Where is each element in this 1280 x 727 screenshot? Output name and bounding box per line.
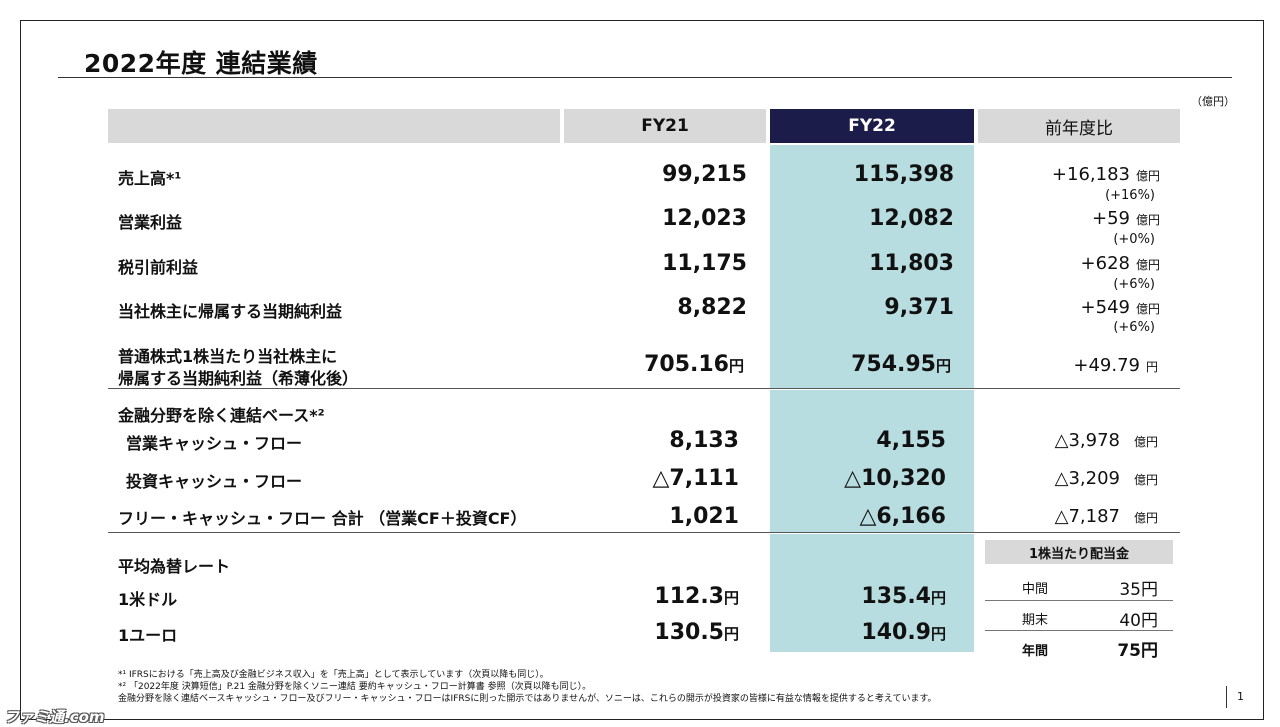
page-number-bar [1226,686,1227,708]
pretax-fy21: 11,175 [662,251,747,276]
dividend-annual-value: 75円 [1117,641,1158,661]
fx-eur-fy21: 130.5円 [654,620,739,645]
section-divider-1 [108,388,1180,389]
dividend-annual-label: 年間 [1022,644,1049,659]
cf-inv-label: 投資キャッシュ・フロー [126,472,303,491]
title-underline [58,77,1232,78]
cf-inv-yoy-unit: 億円 [1133,473,1158,487]
dividend-interim-value: 35円 [1119,580,1158,600]
row-label-pretax: 税引前利益 [118,258,199,277]
net-yoy-unit: 億円 [1135,302,1160,316]
sales-yoy: +16,183 [1051,164,1130,185]
cf-op-yoy: △3,978 [1054,430,1120,451]
dividend-rule-2 [985,630,1173,631]
cf-section-label: 金融分野を除く連結ベース*² [118,406,325,425]
pretax-yoy: +628 [1080,253,1130,274]
net-fy21: 8,822 [677,295,747,320]
fy22-highlight-1 [770,145,974,389]
sales-yoy-unit: 億円 [1135,169,1160,183]
row-label-eps-1: 普通株式1株当たり当社株主に [118,347,338,366]
cf-free-label: フリー・キャッシュ・フロー 合計 （営業CF＋投資CF） [118,509,527,528]
sales-fy22: 115,398 [853,162,954,187]
dividend-interim-label: 中間 [1022,582,1049,597]
cf-free-yoy: △7,187 [1054,506,1120,527]
footnote-1: *¹ IFRSにおける「売上高及び金融ビジネス収入」を「売上高」として表示してい… [118,670,549,680]
fx-usd-fy22: 135.4円 [861,584,946,609]
header-yoy: 前年度比 [978,109,1180,143]
eps-yoy: +49.79 [1073,355,1140,376]
cf-free-fy22: △6,166 [859,504,946,529]
row-label-sales: 売上高*¹ [118,169,182,188]
cf-op-fy21: 8,133 [669,428,739,453]
sales-fy21: 99,215 [662,162,747,187]
dividend-final-value: 40円 [1119,611,1158,631]
header-fy21: FY21 [564,109,766,143]
net-fy22: 9,371 [884,295,954,320]
footnote-2: *² 「2022年度 決算短信」P.21 金融分野を除くソニー連結 要約キャッシ… [118,682,592,692]
eps-fy21: 705.16円 [644,352,744,377]
fx-usd-fy21: 112.3円 [654,584,739,609]
row-label-op: 営業利益 [118,213,183,232]
pretax-fy22: 11,803 [869,251,954,276]
section-divider-2 [108,532,1180,533]
dividend-title: 1株当たり配当金 [985,540,1173,564]
header-blank-cell [108,109,560,143]
fy22-highlight-2 [770,390,974,532]
page-title: 2022年度 連結業績 [84,49,318,78]
fx-section-label: 平均為替レート [118,557,231,576]
watermark-logo: ファミ通.com [4,708,105,726]
footnote-3: 金融分野を除く連結ベースキャッシュ・フロー及びフリー・キャッシュ・フローはIFR… [118,694,937,704]
page-number: 1 [1237,690,1244,703]
eps-yoy-unit: 円 [1145,360,1158,374]
pretax-yoy-unit: 億円 [1135,258,1160,272]
op-yoy: +59 [1092,208,1130,229]
eps-fy22: 754.95円 [851,352,951,377]
sales-pct: (+16%) [1105,188,1155,203]
net-yoy: +549 [1080,297,1130,318]
op-fy21: 12,023 [662,206,747,231]
dividend-final-label: 期末 [1022,613,1049,628]
cf-free-yoy-unit: 億円 [1133,511,1158,525]
unit-label: （億円） [1191,95,1235,108]
cf-op-label: 営業キャッシュ・フロー [126,434,303,453]
net-pct: (+6%) [1113,320,1155,335]
op-fy22: 12,082 [869,206,954,231]
slide-frame [20,20,1264,720]
fy22-highlight-3 [770,534,974,652]
row-label-eps-2: 帰属する当期純利益（希薄化後） [118,369,359,388]
cf-op-fy22: 4,155 [876,428,946,453]
op-yoy-unit: 億円 [1135,213,1160,227]
header-fy22: FY22 [770,109,974,143]
cf-inv-fy22: △10,320 [844,466,946,491]
cf-inv-fy21: △7,111 [652,466,739,491]
pretax-pct: (+6%) [1113,277,1155,292]
cf-free-fy21: 1,021 [669,504,739,529]
fx-eur-fy22: 140.9円 [861,620,946,645]
cf-op-yoy-unit: 億円 [1133,435,1158,449]
op-pct: (+0%) [1113,232,1155,247]
fx-usd-label: 1米ドル [118,590,178,609]
fx-eur-label: 1ユーロ [118,626,178,645]
cf-inv-yoy: △3,209 [1054,468,1120,489]
row-label-net: 当社株主に帰属する当期純利益 [118,302,343,321]
dividend-rule-1 [985,600,1173,601]
